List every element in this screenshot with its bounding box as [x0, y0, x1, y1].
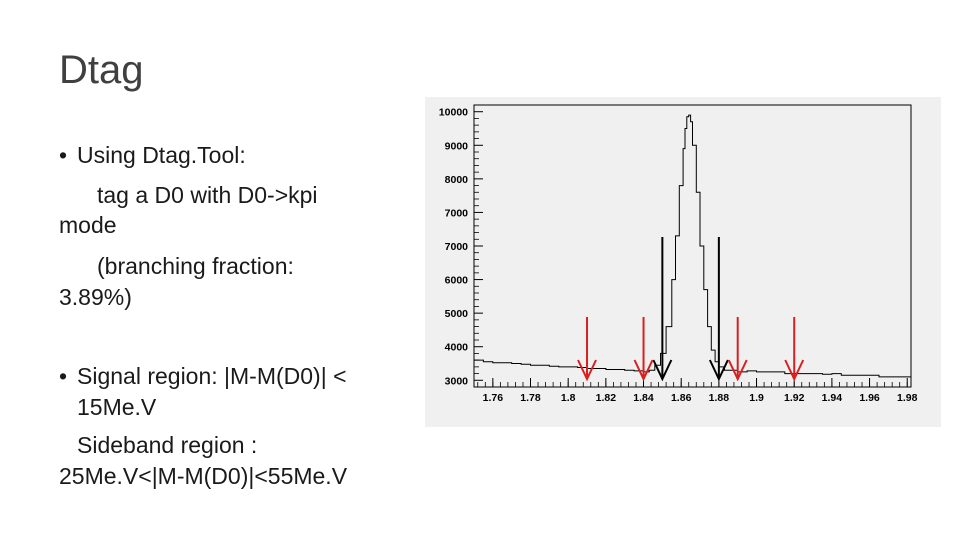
bullet-line-9: 25Me.V<|M-M(D0)|<55Me.V — [59, 463, 348, 489]
bullet-line-2: tag a D0 with D0->kpi — [97, 182, 318, 208]
bullet-marker-2: • — [59, 363, 68, 389]
signal-cut-arrow-head — [708, 359, 729, 382]
bullet-line-6: Signal region: |M-M(D0)| < — [77, 363, 347, 389]
y-tick-label: 7000 — [445, 207, 469, 219]
x-tick-label: 1.92 — [784, 392, 805, 404]
bullet-line-3: mode — [59, 212, 117, 238]
bullet-line-4: (branching fraction: — [97, 253, 294, 279]
y-tick-label: 4000 — [445, 342, 469, 354]
bullet-line-5: 3.89%) — [59, 284, 132, 310]
y-tick-label: 5000 — [445, 308, 469, 320]
bullet-marker: • — [59, 142, 68, 168]
y-tick-label: 9000 — [445, 140, 469, 152]
x-tick-label: 1.76 — [483, 392, 504, 404]
sideband-cut-arrow-head — [577, 359, 597, 382]
x-tick-label: 1.98 — [897, 392, 918, 404]
sideband-cut-arrow-head — [727, 359, 748, 382]
bullet-line-8: Sideband region : — [77, 432, 258, 458]
y-tick-label: 3000 — [445, 375, 469, 387]
y-tick-label: 10000 — [439, 107, 468, 119]
x-tick-label: 1.88 — [709, 392, 730, 404]
x-tick-label: 1.86 — [671, 392, 692, 404]
bullet-line-1: Using Dtag.Tool: — [77, 142, 246, 168]
signal-cut-arrow-head — [652, 359, 673, 382]
slide-title: Dtag — [59, 48, 144, 92]
x-tick-label: 1.82 — [596, 392, 617, 404]
sideband-cut-arrow-head — [633, 359, 654, 382]
y-tick-label: 8000 — [445, 174, 469, 186]
x-tick-label: 1.78 — [520, 392, 541, 404]
y-tick-label: 6000 — [445, 275, 469, 287]
x-tick-label: 1.96 — [859, 392, 880, 404]
x-tick-label: 1.94 — [822, 392, 843, 404]
histogram-chart: 3000 4000 5000 6000 7000 7000 8000 9000 10000 1.7… — [439, 104, 918, 404]
x-tick-label: 1.84 — [633, 392, 654, 404]
y-tick-label: 7000 — [445, 241, 469, 253]
x-tick-label: 1.9 — [749, 392, 764, 404]
bullet-line-7: 15Me.V — [77, 394, 157, 420]
plot-frame — [473, 104, 912, 388]
sideband-cut-arrow-head — [784, 359, 805, 382]
x-tick-label: 1.8 — [561, 392, 576, 404]
chart-panel: 3000 4000 5000 6000 7000 7000 8000 9000 10000 1.7… — [425, 97, 941, 427]
